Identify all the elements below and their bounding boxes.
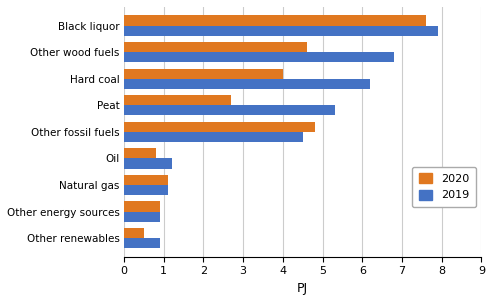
Bar xyxy=(124,238,160,248)
Bar xyxy=(124,122,315,132)
Bar xyxy=(124,52,394,62)
Bar xyxy=(124,26,438,36)
Bar xyxy=(124,212,160,222)
Bar xyxy=(124,148,156,159)
Bar xyxy=(124,79,370,89)
X-axis label: PJ: PJ xyxy=(297,282,308,295)
Bar xyxy=(124,201,160,212)
Bar xyxy=(124,228,144,238)
Bar xyxy=(124,105,335,115)
Legend: 2020, 2019: 2020, 2019 xyxy=(412,167,476,207)
Bar xyxy=(124,185,168,195)
Bar xyxy=(124,42,307,52)
Bar xyxy=(124,159,172,169)
Bar xyxy=(124,15,426,26)
Bar xyxy=(124,175,168,185)
Bar xyxy=(124,69,283,79)
Bar xyxy=(124,95,231,105)
Bar xyxy=(124,132,303,142)
